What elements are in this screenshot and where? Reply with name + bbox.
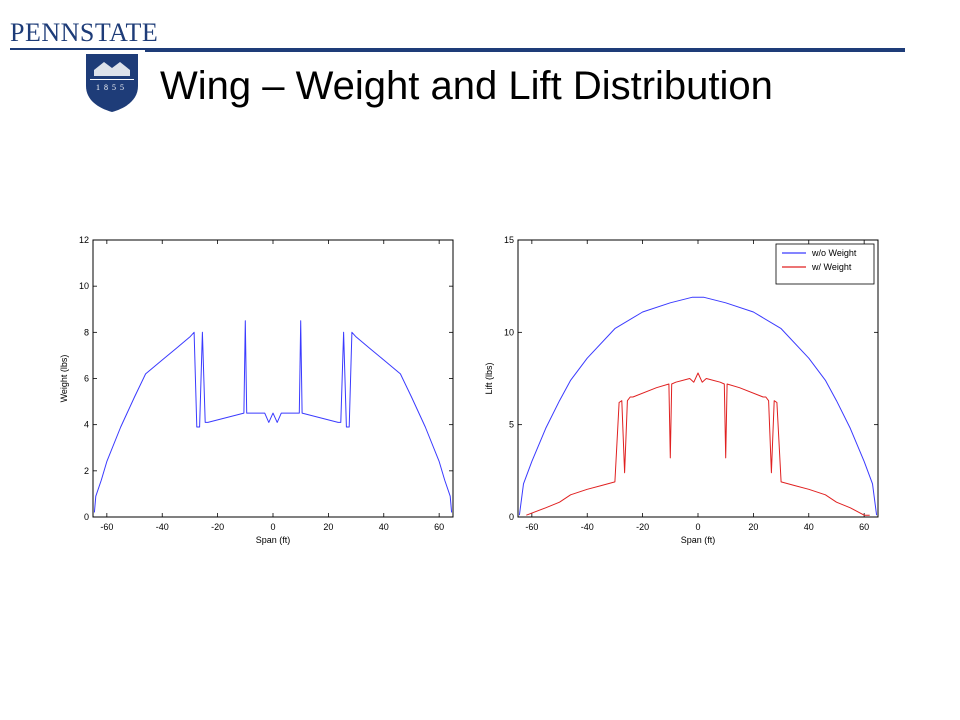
- y-tick-label: 12: [79, 235, 89, 245]
- y-tick-label: 6: [84, 374, 89, 384]
- x-tick-label: 20: [323, 522, 333, 532]
- plot-area: [92, 239, 454, 518]
- svg-text:1855: 1855: [96, 83, 128, 92]
- y-tick-label: 2: [84, 466, 89, 476]
- x-tick-label: 0: [695, 522, 700, 532]
- legend: w/o Weight w/ Weight: [775, 243, 875, 285]
- y-tick-label: 5: [509, 420, 514, 430]
- lift-distribution-chart: -60 -40 -20 0 20 40 60 0 5 10 15 Span (ft) Lift (lbs…: [484, 235, 879, 545]
- x-axis-label: Span (ft): [256, 535, 291, 545]
- weight-distribution-chart: -60 -40 -20 0 20 40 60 0 2 4 6 8 10 12 Span (ft) Weight…: [59, 235, 454, 545]
- x-tick-label: 40: [379, 522, 389, 532]
- legend-label: w/o Weight: [811, 248, 857, 258]
- header-rule-short: [10, 48, 230, 50]
- x-axis-label: Span (ft): [681, 535, 716, 545]
- y-tick-label: 0: [509, 512, 514, 522]
- y-tick-label: 15: [504, 235, 514, 245]
- x-tick-label: -60: [525, 522, 538, 532]
- y-tick-label: 10: [79, 281, 89, 291]
- university-seal-icon: 1855: [86, 54, 138, 112]
- x-tick-label: 20: [748, 522, 758, 532]
- series-line-0: [93, 320, 453, 513]
- header-rule-long: [145, 48, 905, 52]
- x-tick-label: 0: [270, 522, 275, 532]
- x-tick-label: -20: [211, 522, 224, 532]
- slide-title: Wing – Weight and Lift Distribution: [160, 64, 773, 108]
- x-tick-label: 60: [859, 522, 869, 532]
- y-tick-label: 4: [84, 420, 89, 430]
- x-tick-label: -20: [636, 522, 649, 532]
- y-tick-label: 10: [504, 327, 514, 337]
- series-line-1: [526, 372, 870, 516]
- y-tick-label: 0: [84, 512, 89, 522]
- y-axis-label: Weight (lbs): [59, 355, 69, 403]
- series-line-0: [518, 296, 878, 516]
- y-axis-label: Lift (lbs): [484, 362, 494, 394]
- x-tick-label: -40: [156, 522, 169, 532]
- x-tick-label: -60: [100, 522, 113, 532]
- pennstate-logo: PENNSTATE: [10, 18, 159, 47]
- y-tick-label: 8: [84, 327, 89, 337]
- plot-area: [517, 239, 879, 518]
- x-tick-label: -40: [581, 522, 594, 532]
- x-tick-label: 60: [434, 522, 444, 532]
- legend-label: w/ Weight: [811, 262, 852, 272]
- x-tick-label: 40: [804, 522, 814, 532]
- legend-box: [775, 243, 875, 285]
